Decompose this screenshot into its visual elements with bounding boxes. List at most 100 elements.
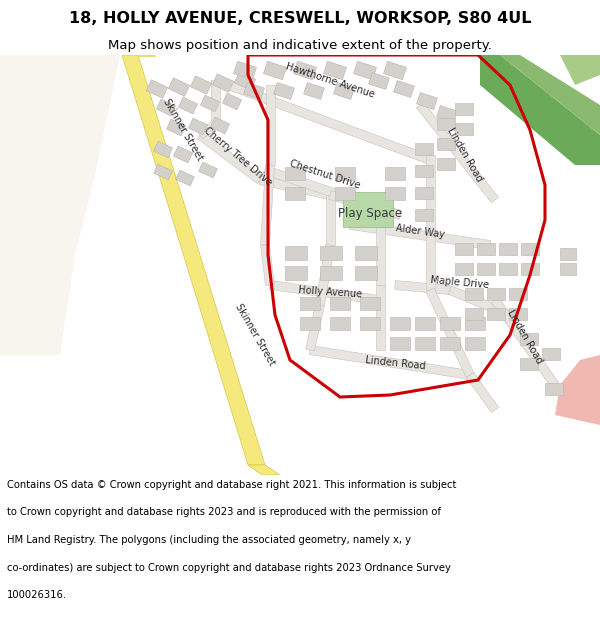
Polygon shape [169,78,190,96]
Bar [385,187,405,200]
Bar [455,243,473,255]
Bar [415,165,433,177]
Bar [300,297,320,310]
Bar [285,167,305,180]
Bar [465,317,485,330]
Text: to Crown copyright and database rights 2023 and is reproduced with the permissio: to Crown copyright and database rights 2… [7,508,441,518]
Bar [499,243,517,255]
Bar [285,187,305,200]
Polygon shape [416,102,499,202]
Polygon shape [211,117,230,134]
Bar [521,243,539,255]
Bar [520,333,538,345]
Bar [415,337,435,350]
Text: 100026316.: 100026316. [7,591,67,601]
Bar [509,288,527,300]
Polygon shape [560,55,600,85]
Text: Chestnut Drive: Chestnut Drive [289,159,362,191]
Bar [542,348,560,360]
Polygon shape [157,99,176,116]
Polygon shape [130,54,155,56]
Bar [320,246,342,260]
Bar [509,308,527,320]
Text: Maple Drive: Maple Drive [430,276,490,291]
Bar [360,317,380,330]
Text: Holly Avenue: Holly Avenue [298,285,362,299]
Polygon shape [154,164,172,180]
Bar [355,246,377,260]
Text: Contains OS data © Crown copyright and database right 2021. This information is : Contains OS data © Crown copyright and d… [7,479,457,489]
Bar [477,243,495,255]
Text: Play Space: Play Space [338,206,402,219]
Polygon shape [293,61,317,80]
Bar [343,192,393,227]
Bar [390,317,410,330]
Polygon shape [555,355,600,425]
Polygon shape [394,81,415,98]
Text: Linden Road: Linden Road [506,308,544,366]
Polygon shape [329,191,401,219]
Polygon shape [154,141,173,158]
Text: Cherry Tree Drive: Cherry Tree Drive [202,126,274,188]
Bar [415,143,433,155]
Polygon shape [211,80,220,125]
Polygon shape [214,76,431,164]
Polygon shape [305,304,325,351]
Polygon shape [197,121,217,139]
Text: HM Land Registry. The polygons (including the associated geometry, namely x, y: HM Land Registry. The polygons (includin… [7,535,411,545]
Polygon shape [304,82,325,99]
Polygon shape [200,95,220,112]
Polygon shape [376,215,385,285]
Polygon shape [122,55,265,465]
Bar [385,167,405,180]
Polygon shape [425,235,434,290]
Bar [455,123,473,135]
Bar [465,337,485,350]
Bar [521,263,539,275]
Text: Hawthorne Avenue: Hawthorne Avenue [284,61,376,99]
Text: Alder Way: Alder Way [395,222,445,239]
Polygon shape [146,80,167,98]
Bar [320,266,342,280]
Bar [300,317,320,330]
Text: Map shows position and indicative extent of the property.: Map shows position and indicative extent… [108,39,492,51]
Bar [440,317,460,330]
Polygon shape [199,162,217,178]
Polygon shape [325,195,335,245]
Polygon shape [190,76,212,94]
Polygon shape [448,286,512,319]
Polygon shape [323,61,347,80]
Bar [335,167,355,180]
Text: Linden Road: Linden Road [364,355,425,371]
Polygon shape [235,72,256,90]
Polygon shape [353,61,377,80]
Text: Skinner Street: Skinner Street [233,302,277,368]
Polygon shape [466,372,499,413]
Bar [285,246,307,260]
Polygon shape [178,97,197,114]
Bar [335,187,355,200]
Bar [390,337,410,350]
Bar [465,288,483,300]
Bar [360,297,380,310]
Polygon shape [274,82,295,99]
Bar [545,383,563,395]
Text: Linden Road: Linden Road [446,126,484,184]
Polygon shape [263,61,287,80]
Polygon shape [166,119,185,136]
Polygon shape [480,55,600,165]
Polygon shape [259,176,331,199]
Polygon shape [395,281,451,294]
Polygon shape [212,74,233,92]
Bar [437,138,455,150]
Bar [330,297,350,310]
Bar [437,118,455,130]
Bar [477,263,495,275]
Polygon shape [197,131,263,184]
Polygon shape [437,106,457,122]
Bar [437,158,455,170]
Bar [465,308,483,320]
Polygon shape [248,465,280,475]
Polygon shape [0,55,120,355]
Bar [487,308,505,320]
